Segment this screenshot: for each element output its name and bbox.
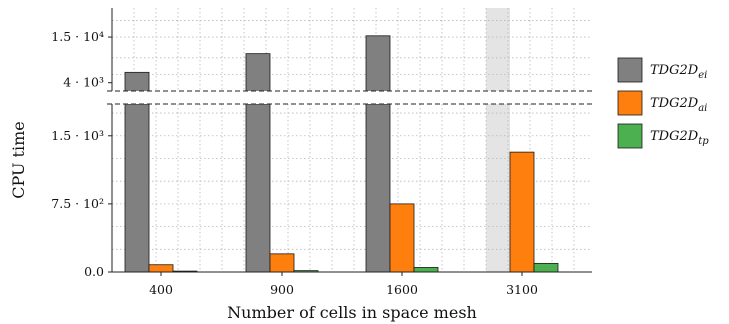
bar-ai-400-lower: [148, 264, 174, 272]
bar-ei-900-lower: [245, 104, 271, 272]
legend-label-tp: TDG2Dtp: [650, 129, 709, 147]
bar-ai-900-lower: [269, 253, 295, 272]
tick-labels: 4 · 10³ 1.5 · 10⁴ 0.0 7.5 · 10² 1.5 · 10³ 400…: [51, 29, 538, 297]
x-tick-label: 1600: [386, 282, 418, 297]
legend: TDG2Dei TDG2Dai TDG2Dtp: [617, 57, 709, 149]
bar-tp-900-lower: [293, 270, 319, 272]
legend-swatch-tp: [617, 123, 643, 149]
bar-tp-3100-lower: [533, 262, 559, 272]
x-tick-label: 900: [270, 282, 294, 297]
legend-label-ei: TDG2Dei: [650, 63, 707, 81]
bar-ei-900-upper: [245, 53, 271, 91]
x-tick-label: 400: [149, 282, 173, 297]
y-tick-label: 7.5 · 10²: [51, 196, 104, 211]
x-tick-label: 3100: [506, 282, 538, 297]
y-tick-label: 0.0: [84, 264, 104, 279]
bar-ei-1600-upper: [365, 35, 391, 91]
y-tick-label: 1.5 · 10⁴: [51, 29, 104, 44]
frame-layer: [107, 8, 592, 273]
legend-swatch-ei: [617, 57, 643, 83]
bar-tp-1600-lower: [413, 267, 439, 272]
y-tick-label: 1.5 · 10³: [51, 128, 104, 143]
y-axis-title: CPU time: [9, 121, 28, 198]
bar-ei-400-upper: [124, 71, 150, 91]
bar-ei-1600-lower: [365, 104, 391, 272]
legend-subscript: ai: [698, 103, 707, 114]
legend-swatch-ai: [617, 90, 643, 116]
highlight-band-top: [486, 8, 510, 91]
legend-subscript: tp: [698, 136, 709, 147]
bar-ei-400-lower: [124, 104, 150, 272]
highlight-band-bottom: [486, 104, 510, 272]
x-axis-title: Number of cells in space mesh: [227, 303, 477, 322]
upper-panel-bars: [124, 35, 391, 91]
y-tick-label: 4 · 10³: [63, 75, 104, 90]
bar-ai-3100-lower: [509, 151, 535, 272]
bar-ai-1600-lower: [389, 203, 415, 272]
legend-label-ai: TDG2Dai: [650, 96, 707, 114]
lower-panel-bars: [124, 104, 559, 272]
legend-subscript: ei: [698, 70, 707, 81]
